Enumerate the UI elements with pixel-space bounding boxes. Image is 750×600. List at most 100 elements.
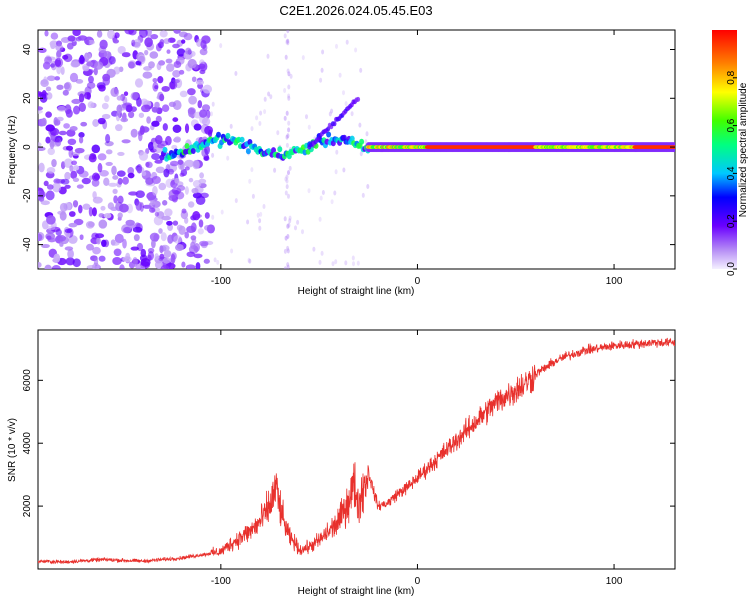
heatmap-cell-685 [276,130,280,136]
heatmap-cell-267 [88,154,97,163]
snr-y-ticks: 2000 4000 6000 [22,369,675,517]
heatmap-cell-514 [174,177,180,184]
heatmap-cell-245 [38,262,42,268]
heatmap-cell-68 [86,243,94,251]
heatmap-cell-188 [152,185,158,196]
heatmap-cell-678 [330,108,334,114]
heatmap-cell-924 [326,126,331,132]
heatmap-cell-621 [181,39,186,44]
heatmap-cell-443 [159,253,165,260]
heatmap-cell-907 [359,138,365,145]
heatmap-cell-740 [285,134,289,140]
heatmap-cell-758 [284,54,288,60]
heatmap-cell-438 [39,93,48,103]
heatmap-cell-618 [68,222,78,228]
heatmap-cell-717 [318,259,322,265]
heatmap-cell-604 [154,135,163,145]
heatmap-cell-219 [87,39,95,45]
heatmap-cell-13 [147,196,158,202]
snr-xtick-label-1: 0 [415,576,421,587]
heatmap-cell-354 [44,264,52,269]
heatmap-cell-322 [56,84,64,90]
heatmap-cell-816 [216,131,221,138]
heatmap-cell-301 [128,61,135,69]
heatmap-cell-241 [176,48,186,57]
heatmap-cell-205 [179,172,185,177]
heatmap-cell-477 [45,92,53,100]
heatmap-cell-39 [130,246,140,251]
heatmap-cell-495 [145,177,154,185]
heatmap-ytick-label-2: 0 [22,144,33,150]
heatmap-cell-99 [195,262,201,269]
heatmap-cell-304 [123,91,129,97]
heatmap-cell-655 [219,43,223,49]
heatmap-cell-571 [173,30,181,34]
heatmap-cell-395 [157,76,164,84]
heatmap-cell-425 [114,32,120,39]
heatmap-cell-328 [187,107,196,115]
heatmap-cell-586 [176,185,186,192]
snr-xtick-label-2: 100 [606,576,623,587]
heatmap-cell-516 [121,52,131,58]
heatmap-cell-309 [187,58,197,69]
heatmap-cell-2 [172,220,179,226]
heatmap-cell-377 [158,228,163,234]
colorbar: 0.0 0.2 0.4 0.6 0.8 Normalized spectral ampl… [712,30,749,276]
heatmap-cell-133 [54,76,61,81]
heatmap-cell-725 [286,248,290,253]
heatmap-cell-496 [163,168,170,178]
colorbar-tick-label-0: 0.0 [726,262,737,276]
heatmap-cell-544 [159,245,164,254]
heatmap-cell-702 [269,94,273,100]
heatmap-cell-456 [54,57,64,68]
heatmap-cell-679 [335,43,338,49]
heatmap-cell-652 [364,139,368,145]
heatmap-cell-660 [361,192,365,198]
heatmap-cell-47 [146,116,151,124]
heatmap-cell-310 [38,146,46,152]
heatmap-cell-611 [73,105,80,115]
heatmap-cell-557 [117,195,124,204]
heatmap-cell-610 [94,233,105,239]
heatmap-cell-406 [147,141,155,151]
heatmap-cell-751 [283,33,287,39]
heatmap-cell-594 [140,257,151,267]
heatmap-cell-682 [263,96,267,102]
heatmap-cell-258 [57,105,67,112]
heatmap-cell-359 [159,30,168,38]
heatmap-cell-565 [181,208,187,214]
heatmap-cell-570 [60,178,70,185]
heatmap-cell-593 [56,50,62,58]
heatmap-cell-796 [184,143,190,149]
heatmap-cell-539 [199,172,205,179]
heatmap-cell-855 [277,146,283,153]
heatmap-cell-270 [195,79,205,85]
heatmap-cell-360 [92,207,97,217]
heatmap-cell-413 [190,222,197,233]
heatmap-cell-488 [62,54,69,60]
heatmap-cell-671 [307,124,311,130]
heatmap-cell-553 [49,140,55,150]
chart-title: C2E1.2026.024.05.45.E03 [279,3,432,18]
colorbar-tick-label-1: 0.2 [726,214,737,228]
heatmap-cell-735 [320,250,324,256]
heatmap-cell-675 [255,115,259,121]
heatmap-cell-646 [86,265,97,269]
heatmap-cell-578 [123,226,131,234]
heatmap-cell-766 [284,190,288,196]
heatmap-cell-666 [301,229,304,235]
heatmap-cell-197 [58,130,67,136]
heatmap-cell-723 [262,204,266,209]
heatmap-cell-705 [354,47,358,53]
heatmap-cell-70 [165,58,173,64]
heatmap-cell-199 [185,264,196,269]
heatmap-cell-480 [64,171,71,181]
heatmap-cell-598 [45,190,55,201]
heatmap-cell-755 [286,38,290,44]
heatmap-cell-513 [162,200,168,206]
heatmap-cell-409 [138,151,149,161]
heatmap-cell-737 [283,88,287,93]
heatmap-cell-493 [175,243,184,252]
heatmap-cell-695 [256,212,260,218]
heatmap-cell-468 [103,50,111,59]
